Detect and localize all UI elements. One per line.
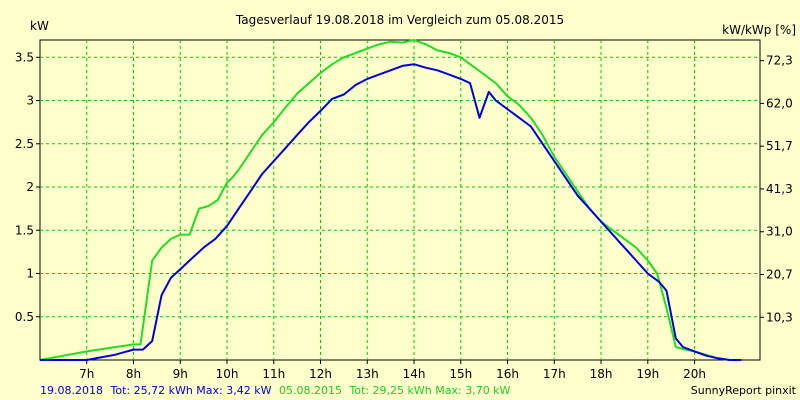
- footer-date-a: 19.08.2018: [40, 384, 103, 397]
- x-tick-label: 12h: [309, 367, 332, 381]
- x-tick-label: 10h: [216, 367, 239, 381]
- footer-date-b: 05.08.2015: [279, 384, 342, 397]
- y-left-tick-label: 1: [26, 267, 34, 281]
- y-right-tick-label: 51,7: [766, 139, 793, 153]
- y-left-tick-label: 3: [26, 94, 34, 108]
- y-left-tick-label: 3.5: [15, 50, 34, 64]
- plot-area-frame: [39, 39, 761, 361]
- series-line-b: [39, 39, 742, 361]
- y-right-tick-label: 62,0: [766, 96, 793, 110]
- x-tick-label: 13h: [356, 367, 379, 381]
- y-left-tick-label: 2: [26, 180, 34, 194]
- y-axis-left-label: kW: [30, 19, 49, 33]
- y-left-tick-label: 0.5: [15, 310, 34, 324]
- y-left-tick-label: 1.5: [15, 223, 34, 237]
- x-axis-ticks: 7h 8h 9h 10h 11h 12h 13h 14h 15h 16h 17h 18h 19h 20h: [79, 360, 706, 381]
- y-right-tick-label: 72,3: [766, 54, 793, 68]
- series-line-a: [40, 63, 742, 361]
- y-right-tick-label: 31,0: [766, 225, 793, 239]
- footer-credit: SunnyReport pinxit: [691, 384, 797, 397]
- footer-legend: 19.08.2018 Tot: 25,72 kWh Max: 3,42 kW 0…: [40, 384, 511, 397]
- y-axis-left-ticks: 0.5 1 1.5 2 2.5 3 3.5: [15, 50, 40, 324]
- footer-stats-a: Tot: 25,72 kWh Max: 3,42 kW: [109, 384, 271, 397]
- y-right-tick-label: 41,3: [766, 182, 793, 196]
- x-tick-label: 17h: [543, 367, 566, 381]
- grid: [40, 40, 760, 360]
- x-tick-label: 14h: [403, 367, 426, 381]
- footer-stats-b: Tot: 29,25 kWh Max: 3,70 kW: [348, 384, 510, 397]
- y-axis-right-ticks: 10,3 20,7 31,0 41,3 51,7 62,0 72,3: [760, 54, 793, 324]
- x-tick-label: 7h: [79, 367, 94, 381]
- x-tick-label: 15h: [449, 367, 472, 381]
- x-tick-label: 20h: [683, 367, 706, 381]
- x-tick-label: 9h: [173, 367, 188, 381]
- x-tick-label: 18h: [590, 367, 613, 381]
- x-tick-label: 19h: [636, 367, 659, 381]
- y-right-tick-label: 20,7: [766, 267, 793, 281]
- y-right-tick-label: 10,3: [766, 310, 793, 324]
- chart-title: Tagesverlauf 19.08.2018 im Vergleich zum…: [235, 13, 564, 27]
- y-axis-right-label: kW/kWp [%]: [722, 23, 796, 37]
- series-group: [39, 39, 742, 361]
- x-tick-label: 16h: [496, 367, 519, 381]
- x-tick-label: 8h: [126, 367, 141, 381]
- y-left-tick-label: 2.5: [15, 137, 34, 151]
- x-tick-label: 11h: [262, 367, 285, 381]
